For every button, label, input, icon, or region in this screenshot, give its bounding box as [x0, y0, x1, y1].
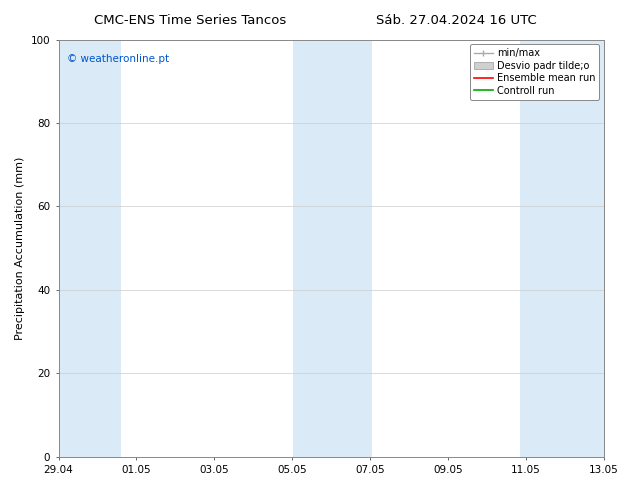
Bar — [519, 40, 604, 457]
Text: Sáb. 27.04.2024 16 UTC: Sáb. 27.04.2024 16 UTC — [376, 14, 537, 27]
Y-axis label: Precipitation Accumulation (mm): Precipitation Accumulation (mm) — [15, 156, 25, 340]
Bar — [293, 40, 372, 457]
Text: CMC-ENS Time Series Tancos: CMC-ENS Time Series Tancos — [94, 14, 287, 27]
Bar — [58, 40, 121, 457]
Legend: min/max, Desvio padr tilde;o, Ensemble mean run, Controll run: min/max, Desvio padr tilde;o, Ensemble m… — [470, 45, 599, 99]
Text: © weatheronline.pt: © weatheronline.pt — [67, 54, 169, 64]
